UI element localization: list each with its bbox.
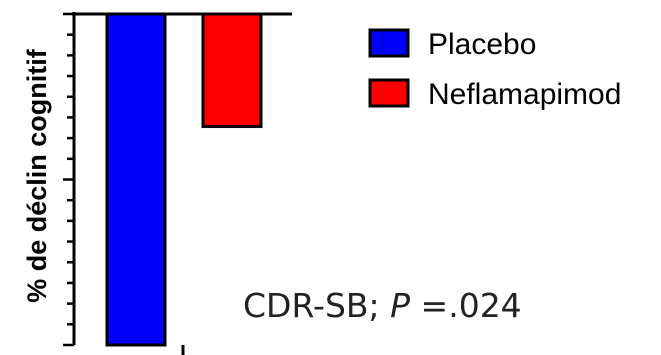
annotation-suffix: =.024	[410, 286, 522, 325]
legend-swatch-placebo	[368, 28, 410, 58]
bar-neflamapimod	[201, 12, 263, 129]
bar-placebo	[105, 12, 167, 347]
annotation-p-symbol: P	[390, 286, 411, 325]
y-axis-label: % de déclin cognitif	[22, 48, 52, 303]
annotation-prefix: CDR-SB;	[243, 286, 391, 325]
annotation: CDR-SB; P =.024	[243, 286, 522, 325]
legend-label-neflamapimod: Neflamapimod	[428, 78, 621, 111]
legend-label-placebo: Placebo	[428, 28, 536, 61]
legend: Placebo Neflamapimod	[368, 28, 621, 111]
legend-swatch-neflamapimod	[368, 78, 410, 108]
bars	[105, 12, 263, 347]
